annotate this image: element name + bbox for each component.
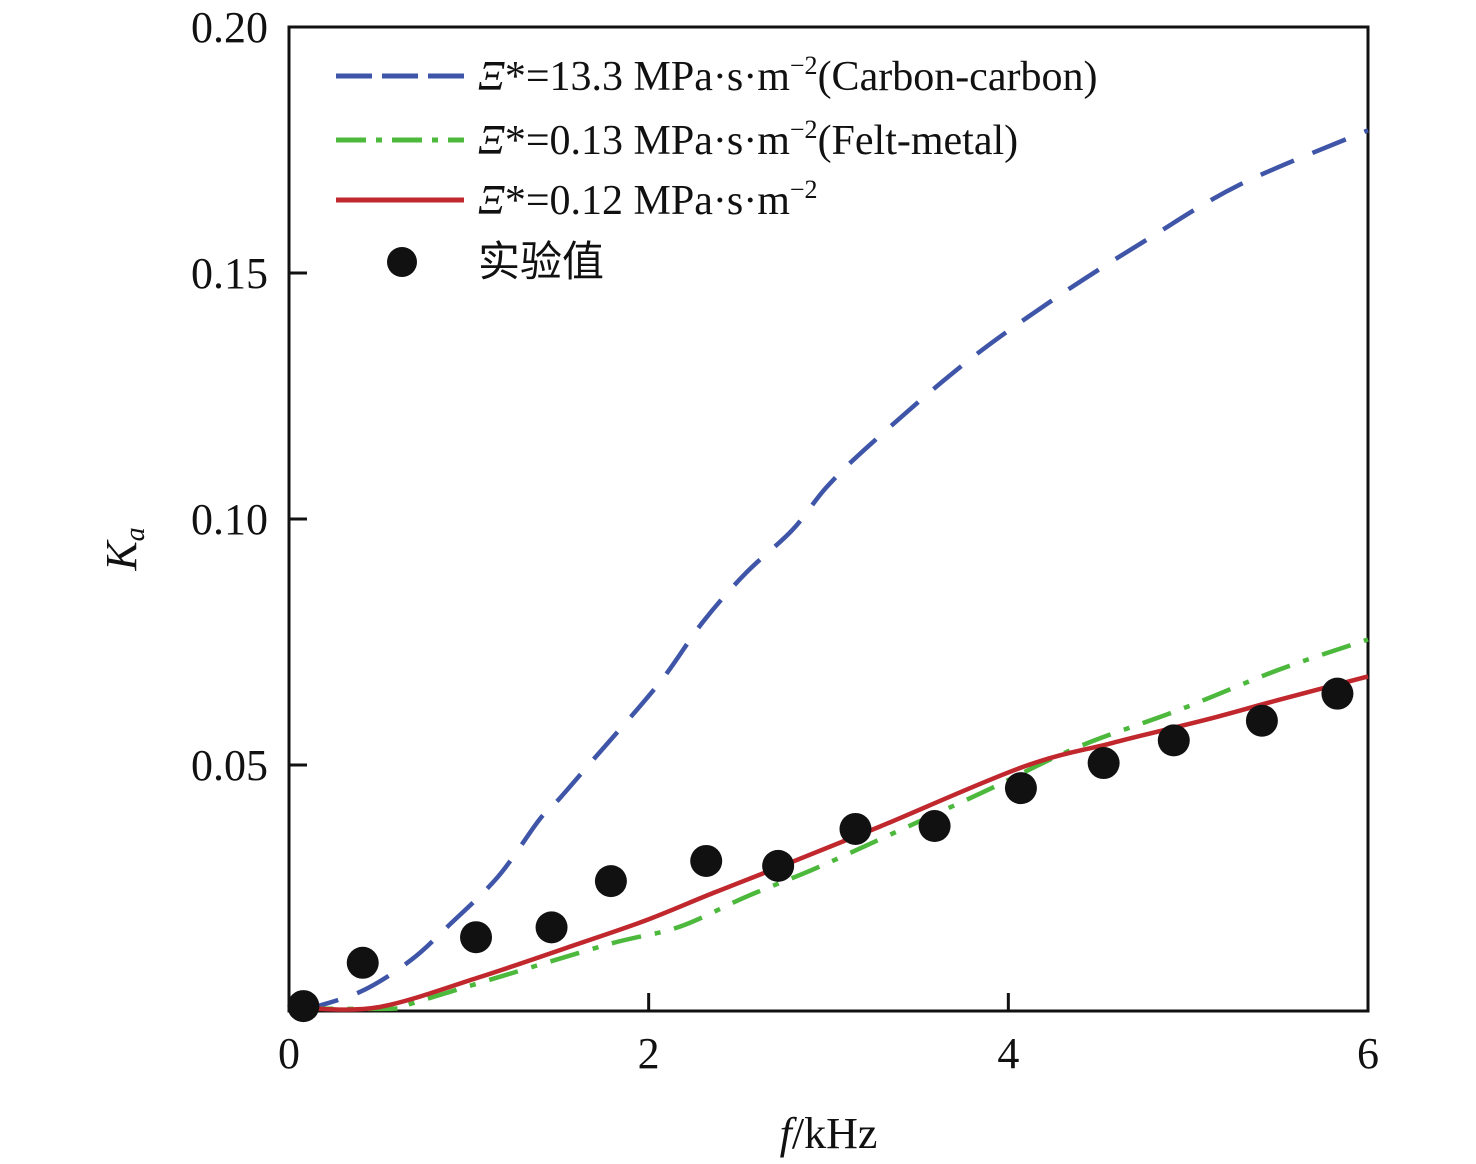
x-axis-ticks: 0 2 4 6 xyxy=(278,993,1379,1078)
experimental-point xyxy=(287,990,320,1023)
experimental-point xyxy=(762,849,795,882)
legend-symbol: Ξ xyxy=(478,54,505,100)
x-tick-label: 0 xyxy=(278,1029,300,1078)
experimental-point xyxy=(594,865,627,898)
experimental-point xyxy=(839,812,872,845)
legend-text-main: *=0.13 MPa·s·m xyxy=(505,118,790,164)
experimental-point xyxy=(460,921,493,954)
plot-area: 0 2 4 6 0.05 0.10 0.15 0.20 xyxy=(191,3,1379,1078)
experimental-point xyxy=(1321,677,1354,710)
y-axis-ticks: 0.05 0.10 0.15 0.20 xyxy=(191,3,307,790)
y-tick-label: 0.10 xyxy=(191,495,268,544)
series-lines xyxy=(303,128,1369,1012)
legend-symbol: Ξ xyxy=(478,178,505,224)
legend-item: Ξ*=0.12 MPa·s·m−2​ xyxy=(336,175,818,224)
experimental-markers xyxy=(287,677,1354,1023)
legend-marker xyxy=(387,247,417,277)
legend-symbol: Ξ xyxy=(478,118,505,164)
x-axis-label-unit: /kHz xyxy=(792,1109,878,1158)
legend-label: Ξ*=13.3 MPa·s·m−2(Carbon-carbon) xyxy=(478,51,1097,100)
legend-label: 实验值 xyxy=(478,239,604,286)
legend-text-suffix: (Carbon-carbon) xyxy=(818,54,1098,100)
series-line-solid xyxy=(303,674,1369,1012)
legend-superscript: −2 xyxy=(790,115,818,144)
experimental-point xyxy=(690,844,723,877)
y-tick-label: 0.20 xyxy=(191,3,268,52)
y-axis-label-main: K xyxy=(97,539,146,572)
legend-superscript: −2 xyxy=(790,51,818,80)
experimental-point xyxy=(1087,747,1120,780)
x-tick-label: 6 xyxy=(1357,1029,1379,1078)
experimental-point xyxy=(1157,724,1190,757)
legend-superscript: −2 xyxy=(790,175,818,204)
legend-item: Ξ*=0.13 MPa·s·m−2(Felt-metal) xyxy=(336,115,1018,164)
legend-text-main: 实验值 xyxy=(478,239,604,286)
experimental-point xyxy=(1004,772,1037,805)
plot-frame xyxy=(287,25,1370,1013)
x-tick-label: 4 xyxy=(997,1029,1019,1078)
legend-label: Ξ*=0.12 MPa·s·m−2​ xyxy=(478,175,818,224)
y-tick-label: 0.15 xyxy=(191,249,268,298)
legend-text-main: *=13.3 MPa·s·m xyxy=(505,54,790,100)
experimental-point xyxy=(535,911,568,944)
legend-text-main: *=0.12 MPa·s·m xyxy=(505,178,790,224)
y-axis-label: Ka xyxy=(97,527,151,571)
legend-label: Ξ*=0.13 MPa·s·m−2(Felt-metal) xyxy=(478,115,1018,164)
experimental-point xyxy=(918,810,951,843)
series-line-dashdot xyxy=(303,637,1369,1012)
legend-text-suffix: (Felt-metal) xyxy=(818,118,1019,164)
experimental-point xyxy=(346,946,379,979)
y-axis-label-sub: a xyxy=(120,527,151,541)
legend-item: Ξ*=13.3 MPa·s·m−2(Carbon-carbon) xyxy=(336,51,1097,100)
legend: Ξ*=13.3 MPa·s·m−2(Carbon-carbon)Ξ*=0.13 … xyxy=(336,51,1097,286)
legend-item: 实验值 xyxy=(387,239,604,286)
x-tick-label: 2 xyxy=(638,1029,660,1078)
experimental-point xyxy=(1245,704,1278,737)
x-axis-label: f/kHz xyxy=(780,1109,878,1158)
series-line-dashed xyxy=(303,128,1369,1011)
y-tick-label: 0.05 xyxy=(191,741,268,790)
